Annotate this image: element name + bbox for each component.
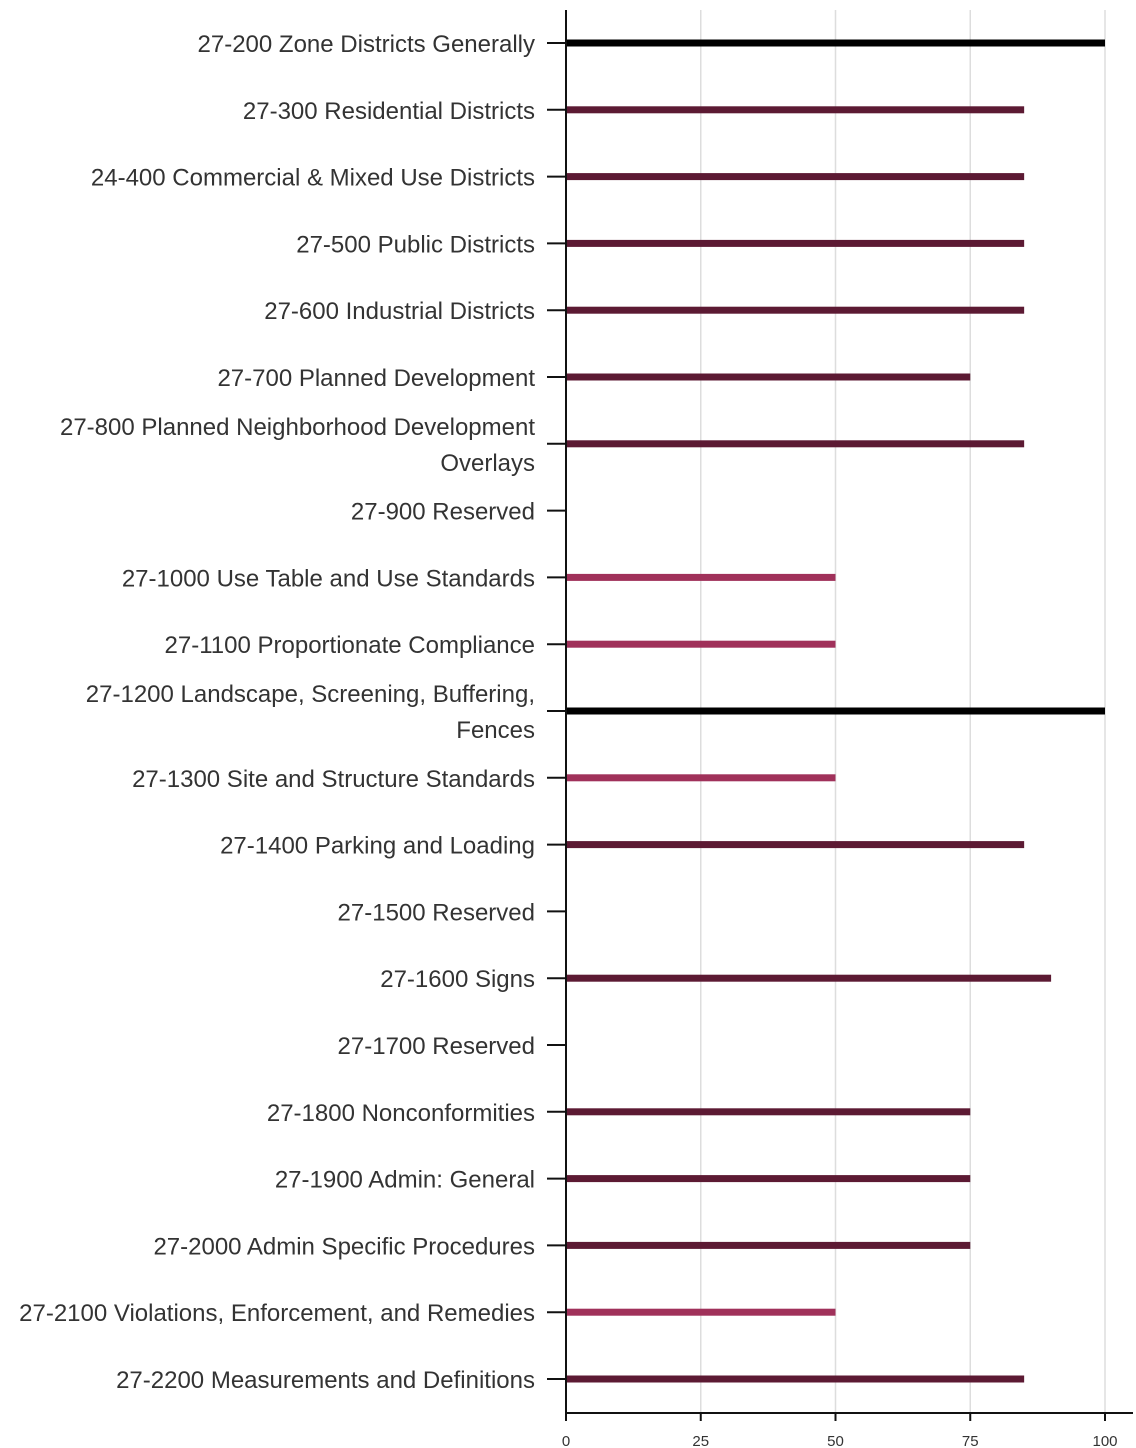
- bar: [566, 841, 1025, 849]
- bar: [566, 440, 1025, 448]
- category-label: 27-1900 Admin: General: [275, 1167, 535, 1194]
- x-tick-label: 50: [827, 1433, 844, 1448]
- category-label: 27-1000 Use Table and Use Standards: [122, 565, 535, 592]
- bar: [566, 707, 1105, 715]
- category-label: 27-1700 Reserved: [338, 1033, 535, 1060]
- bar: [566, 1375, 1025, 1383]
- bar: [566, 1241, 971, 1249]
- category-label: 27-600 Industrial Districts: [264, 298, 535, 325]
- category-label: 27-800 Planned Neighborhood Development: [60, 414, 535, 441]
- category-label: Fences: [456, 717, 535, 744]
- category-label: 27-1600 Signs: [380, 966, 535, 993]
- x-tick-label: 25: [692, 1433, 709, 1448]
- bar: [566, 106, 1025, 114]
- category-label: 27-500 Public Districts: [296, 231, 535, 258]
- category-label: 27-200 Zone Districts Generally: [198, 31, 535, 58]
- category-label: 27-1300 Site and Structure Standards: [132, 766, 535, 793]
- bar: [566, 1308, 836, 1316]
- bar: [566, 1175, 971, 1183]
- bar: [566, 173, 1025, 181]
- bar: [566, 306, 1025, 314]
- category-label: 24-400 Commercial & Mixed Use Districts: [91, 165, 535, 192]
- category-label: 27-700 Planned Development: [217, 365, 535, 392]
- bar: [566, 1108, 971, 1116]
- category-labels: 27-200 Zone Districts Generally 27-300 Re…: [19, 31, 566, 1394]
- bar: [566, 640, 836, 648]
- bar: [566, 239, 1025, 247]
- category-label: 27-1200 Landscape, Screening, Buffering,: [86, 681, 535, 708]
- bar: [566, 373, 971, 381]
- category-label: 27-2000 Admin Specific Procedures: [153, 1233, 535, 1260]
- bar: [566, 573, 836, 581]
- category-label: 27-1500 Reserved: [338, 899, 535, 926]
- category-label: Overlays: [440, 450, 535, 477]
- category-label: 27-1800 Nonconformities: [267, 1100, 535, 1127]
- category-label: 27-300 Residential Districts: [243, 98, 535, 125]
- bars: [566, 39, 1105, 1383]
- category-label: 27-2200 Measurements and Definitions: [116, 1367, 535, 1394]
- category-label: 27-1100 Proportionate Compliance: [165, 632, 535, 659]
- category-label: 27-2100 Violations, Enforcement, and Rem…: [19, 1300, 535, 1327]
- bar: [566, 39, 1105, 47]
- x-tick-label: 0: [562, 1433, 570, 1448]
- x-tick-label: 75: [962, 1433, 979, 1448]
- x-tick-labels: 0 25 50 75 100: [562, 1413, 1118, 1448]
- category-label: 27-1400 Parking and Loading: [220, 833, 535, 860]
- x-tick-label: 100: [1092, 1433, 1117, 1448]
- bar: [566, 774, 836, 782]
- category-label: 27-900 Reserved: [351, 499, 535, 526]
- bar: [566, 974, 1052, 982]
